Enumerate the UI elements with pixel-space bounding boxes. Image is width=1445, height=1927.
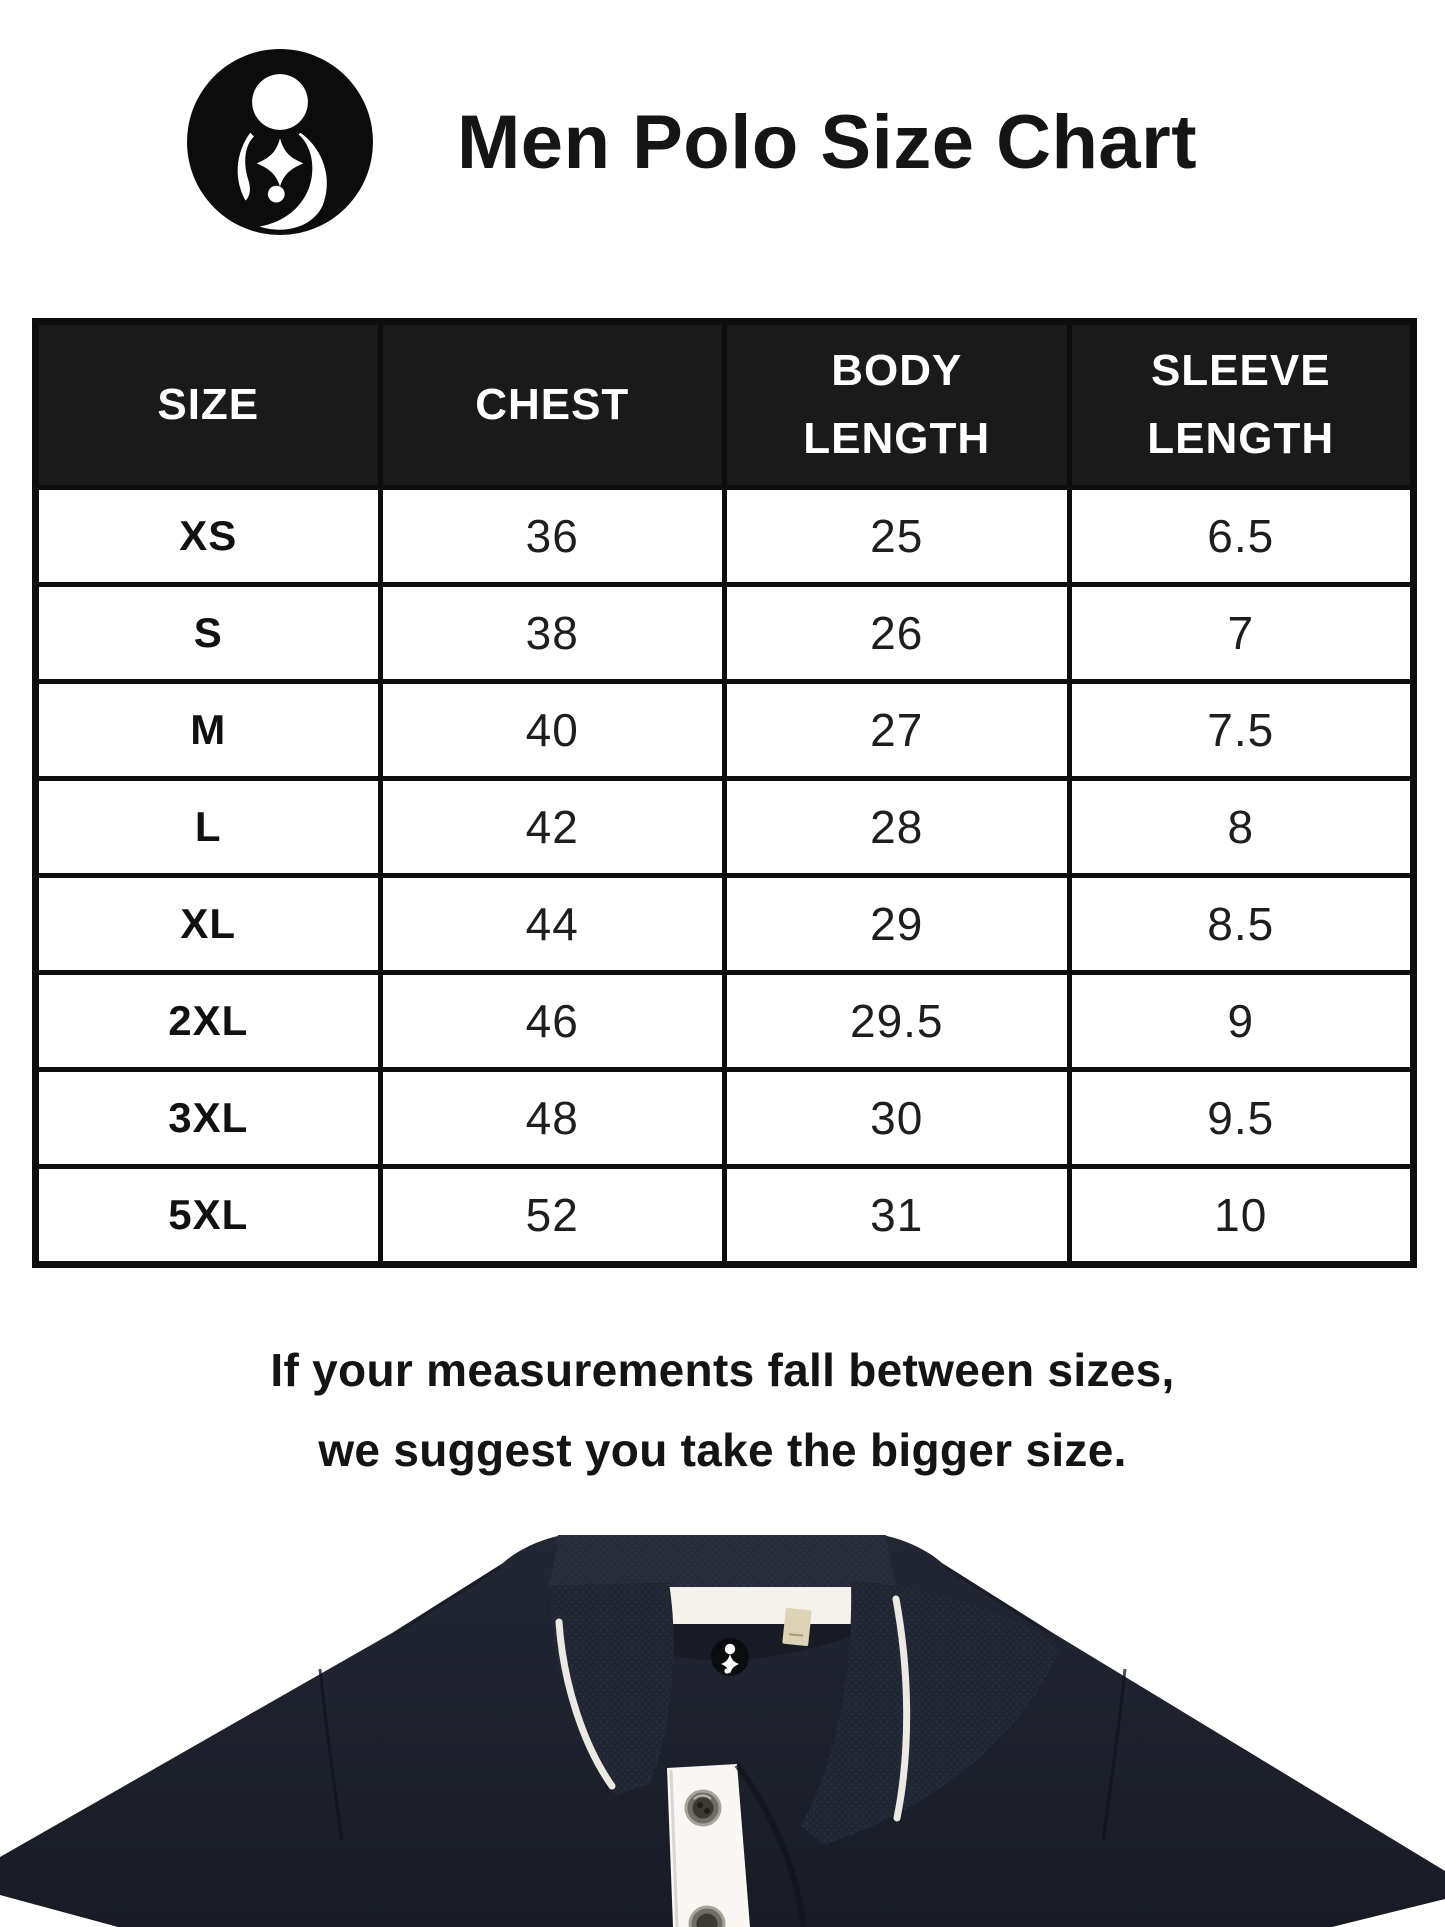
sleeve-length-value: 9 (1066, 970, 1416, 1072)
chest-value: 46 (377, 970, 727, 1072)
placket-button-top (684, 1789, 722, 1827)
size-label: 5XL (33, 1164, 383, 1267)
neck-logo-patch (711, 1638, 749, 1676)
chest-value: 36 (377, 485, 727, 587)
size-label: XS (33, 485, 383, 587)
collar-tipping-left (555, 1618, 616, 1790)
size-chart-table: SIZE CHEST BODY LENGTH SLEEVE LENGTH XS 3… (32, 318, 1417, 1268)
size-label: M (33, 679, 383, 781)
column-header-body-length: BODY LENGTH (722, 319, 1072, 490)
sleeve-length-value: 7.5 (1066, 679, 1416, 781)
size-label: XL (33, 873, 383, 975)
shoulder-seam-left (395, 1565, 501, 1635)
chest-value: 42 (377, 776, 727, 878)
table-row: 5XL 52 31 10 (33, 1164, 1416, 1267)
size-label: 2XL (33, 970, 383, 1072)
table-row: 2XL 46 29.5 9 (33, 970, 1416, 1072)
collar-tipping-right (892, 1595, 911, 1822)
table-row: XL 44 29 8.5 (33, 873, 1416, 975)
body-length-value: 27 (722, 679, 1072, 781)
sleeve-length-value: 9.5 (1066, 1067, 1416, 1169)
body-length-value: 31 (722, 1164, 1072, 1267)
chest-value: 52 (377, 1164, 727, 1267)
table-row: 3XL 48 30 9.5 (33, 1067, 1416, 1169)
sleeve-seam-right (1101, 1668, 1127, 1842)
table-row: S 38 26 7 (33, 582, 1416, 684)
column-header-size: SIZE (33, 319, 383, 490)
shirt-body (0, 1535, 1445, 1927)
column-header-sleeve-length: SLEEVE LENGTH (1066, 319, 1416, 490)
column-header-chest: CHEST (377, 319, 727, 490)
chest-value: 40 (377, 679, 727, 781)
page-title: Men Polo Size Chart (457, 99, 1198, 185)
size-label: L (33, 776, 383, 878)
table-row: M 40 27 7.5 (33, 679, 1416, 781)
chest-value: 44 (377, 873, 727, 975)
body-length-value: 30 (722, 1067, 1072, 1169)
shoulder-seam-right (944, 1565, 1050, 1635)
size-note: If your measurements fall between sizes,… (0, 1330, 1445, 1490)
chest-value: 38 (377, 582, 727, 684)
table-row: L 42 28 8 (33, 776, 1416, 878)
table-header-row: SIZE CHEST BODY LENGTH SLEEVE LENGTH (33, 319, 1416, 490)
neck-size-tag (782, 1607, 812, 1647)
table-row: XS 36 25 6.5 (33, 485, 1416, 587)
body-length-value: 29 (722, 873, 1072, 975)
sleeve-length-value: 7 (1066, 582, 1416, 684)
placket (667, 1764, 750, 1927)
size-label: S (33, 582, 383, 684)
sleeve-seam-left (318, 1668, 344, 1842)
body-length-value: 28 (722, 776, 1072, 878)
placket-button-bottom (688, 1905, 726, 1927)
body-length-value: 29.5 (722, 970, 1072, 1072)
placket-fold-shadow (734, 1763, 807, 1927)
body-length-value: 26 (722, 582, 1072, 684)
polo-shirt-photo (0, 1535, 1445, 1927)
body-length-value: 25 (722, 485, 1072, 587)
chest-value: 48 (377, 1067, 727, 1169)
sleeve-length-value: 8.5 (1066, 873, 1416, 975)
note-line-2: we suggest you take the bigger size. (318, 1424, 1127, 1476)
sleeve-length-value: 10 (1066, 1164, 1416, 1267)
size-label: 3XL (33, 1067, 383, 1169)
sleeve-length-value: 6.5 (1066, 485, 1416, 587)
sleeve-length-value: 8 (1066, 776, 1416, 878)
page-header: Men Polo Size Chart (187, 49, 1197, 235)
note-line-1: If your measurements fall between sizes, (270, 1344, 1175, 1396)
brand-logo-icon (187, 49, 373, 235)
